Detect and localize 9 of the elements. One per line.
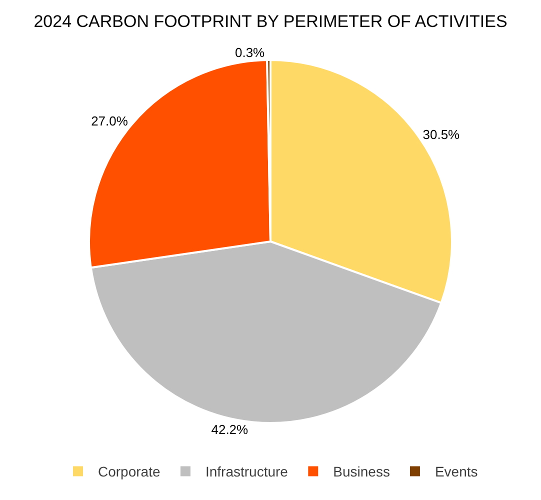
data-label: 0.3%	[234, 45, 266, 60]
data-label: 27.0%	[91, 113, 128, 128]
data-label: 42.2%	[211, 422, 249, 438]
legend-label: Corporate	[98, 464, 160, 480]
legend-label: Events	[434, 464, 478, 480]
legend-label: Business	[333, 464, 390, 480]
data-label: 30.5%	[422, 127, 460, 142]
chart-title: 2024 CARBON FOOTPRINT BY PERIMETER OF ACTIVITIES	[34, 12, 508, 31]
legend-label: Infrastructure	[205, 464, 288, 480]
